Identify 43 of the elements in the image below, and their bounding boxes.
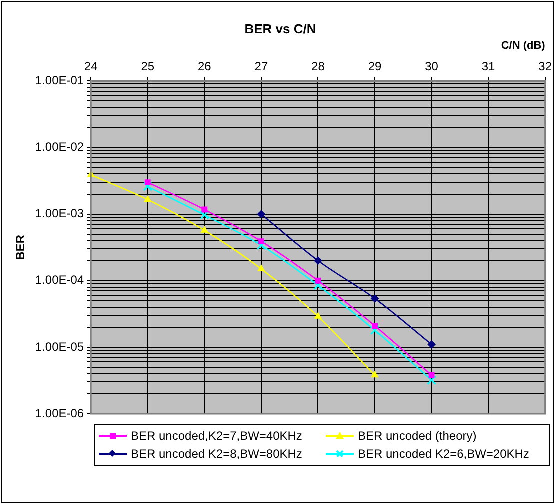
y-tick-label: 1.00E-05	[35, 340, 84, 354]
y-tick-label: 1.00E-06	[35, 406, 84, 420]
legend-label: BER uncoded K2=8,BW=80KHz	[131, 447, 302, 461]
y-tick-label: 1.00E-02	[35, 140, 84, 154]
point	[202, 206, 208, 213]
point	[257, 210, 266, 218]
x-tick-label: 29	[368, 59, 382, 74]
point	[143, 182, 153, 192]
x-tick-label: 31	[482, 59, 496, 74]
x-tick-label: 28	[312, 59, 326, 74]
x-tick-label: 25	[141, 59, 155, 74]
y-axis-title: BER	[14, 234, 28, 260]
point	[258, 265, 265, 272]
x-tick-label: 30	[425, 59, 439, 74]
point	[314, 280, 323, 290]
x-axis-title: C/N (dB)	[501, 40, 546, 52]
chart-title: BER vs C/N	[244, 21, 316, 36]
point	[371, 371, 379, 378]
x-tick-label: 24	[84, 59, 98, 74]
y-tick-label: 1.00E-04	[35, 273, 84, 288]
point	[372, 323, 378, 329]
point	[428, 340, 436, 349]
x-tick-label: 27	[254, 59, 268, 74]
point	[314, 256, 322, 265]
point	[314, 312, 322, 319]
point	[370, 326, 380, 336]
y-tick-label: 1.00E-03	[35, 206, 84, 221]
point	[428, 372, 435, 378]
point	[200, 210, 210, 220]
point	[144, 180, 151, 186]
point	[256, 240, 266, 250]
point	[201, 226, 208, 233]
x-tick-label: 32	[538, 59, 552, 74]
point	[427, 376, 436, 386]
legend-label: BER uncoded K2=6,BW=20KHz	[358, 447, 530, 461]
y-tick-label: 1.00E-01	[35, 74, 84, 88]
point	[315, 278, 322, 284]
legend-label: BER uncoded,K2=7,BW=40KHz	[131, 429, 302, 443]
point	[370, 294, 379, 303]
legend-label: BER uncoded (theory)	[358, 429, 477, 443]
point	[258, 238, 264, 245]
point	[144, 196, 152, 202]
x-tick-label: 26	[198, 59, 212, 74]
